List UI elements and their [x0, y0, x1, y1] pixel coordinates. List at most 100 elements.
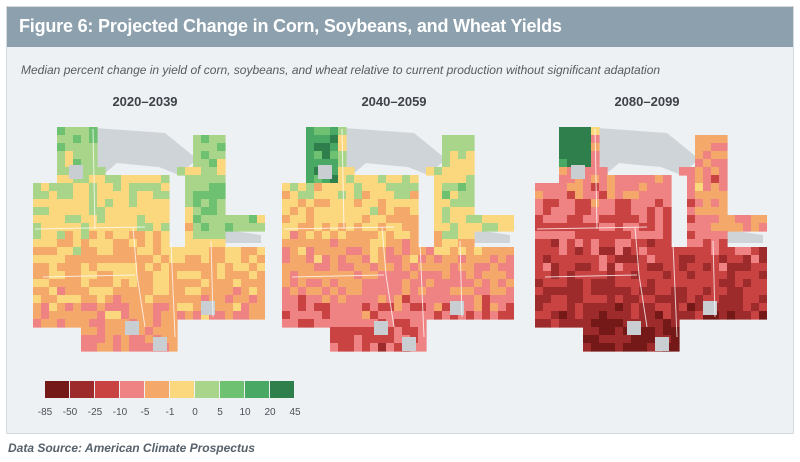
yield-cells	[535, 127, 767, 352]
yield-cell	[450, 183, 459, 192]
yield-cell	[450, 287, 459, 296]
yield-cell	[575, 271, 584, 280]
yield-cell	[41, 183, 50, 192]
yield-cell	[41, 319, 50, 328]
yield-cell	[145, 191, 154, 200]
yield-cell	[177, 255, 186, 264]
yield-cell	[298, 247, 307, 256]
yield-cell	[306, 319, 315, 328]
yield-cell	[559, 151, 568, 160]
yield-cell	[362, 199, 371, 208]
yield-cell	[57, 215, 66, 224]
yield-cell	[89, 279, 98, 288]
yield-cell	[370, 335, 379, 344]
yield-cell	[498, 263, 507, 272]
yield-cell	[647, 303, 656, 312]
yield-cell	[482, 255, 491, 264]
yield-cell	[631, 239, 640, 248]
yield-cell	[434, 255, 443, 264]
yield-cell	[73, 215, 82, 224]
yield-cell	[89, 239, 98, 248]
yield-cell	[727, 271, 736, 280]
yield-cell	[370, 287, 379, 296]
yield-cell	[338, 335, 347, 344]
yield-cell	[591, 199, 600, 208]
yield-cell	[145, 215, 154, 224]
yield-cell	[498, 295, 507, 304]
yield-cell	[623, 279, 632, 288]
yield-cell	[490, 303, 499, 312]
yield-cell	[346, 231, 355, 240]
yield-cell	[591, 319, 600, 328]
yield-cell	[655, 199, 664, 208]
yield-cell	[193, 135, 202, 144]
yield-cell	[599, 231, 608, 240]
yield-cell	[169, 327, 178, 336]
yield-cell	[727, 223, 736, 232]
yield-cell	[647, 239, 656, 248]
yield-cell	[498, 247, 507, 256]
yield-cell	[322, 207, 331, 216]
yield-cell	[607, 191, 616, 200]
yield-cell	[57, 223, 66, 232]
yield-cell	[402, 175, 411, 184]
yield-cell	[559, 127, 568, 136]
yield-cell	[450, 223, 459, 232]
yield-cell	[719, 175, 728, 184]
yield-cell	[57, 135, 66, 144]
yield-cell	[81, 127, 90, 136]
yield-cell	[57, 183, 66, 192]
yield-cell	[583, 183, 592, 192]
yield-cell	[330, 287, 339, 296]
yield-cell	[394, 215, 403, 224]
yield-cell	[679, 263, 688, 272]
yield-cell	[719, 223, 728, 232]
yield-cell	[65, 263, 74, 272]
yield-cell	[442, 311, 451, 320]
yield-cell	[719, 183, 728, 192]
yield-cell	[687, 223, 696, 232]
yield-cell	[394, 207, 403, 216]
yield-cell	[217, 151, 226, 160]
yield-cell	[663, 223, 672, 232]
yield-cell	[225, 271, 234, 280]
yield-cell	[137, 279, 146, 288]
yield-cell	[241, 215, 250, 224]
yield-cell	[49, 239, 58, 248]
yield-cell	[65, 215, 74, 224]
yield-cell	[458, 287, 467, 296]
yield-cell	[591, 207, 600, 216]
yield-cell	[105, 231, 114, 240]
yield-cell	[81, 279, 90, 288]
yield-cell	[185, 215, 194, 224]
yield-cell	[137, 287, 146, 296]
yield-cell	[607, 263, 616, 272]
yield-cell	[458, 231, 467, 240]
yield-cell	[639, 263, 648, 272]
yield-cell	[81, 327, 90, 336]
yield-cell	[535, 239, 544, 248]
yield-cell	[567, 263, 576, 272]
yield-cell	[113, 295, 122, 304]
yield-cell	[410, 303, 419, 312]
yield-cell	[161, 327, 170, 336]
yield-cell	[65, 159, 74, 168]
yield-cell	[314, 175, 323, 184]
yield-cell	[73, 303, 82, 312]
yield-cell	[33, 191, 42, 200]
yield-cell	[185, 223, 194, 232]
yield-cell	[655, 215, 664, 224]
yield-cell	[442, 151, 451, 160]
yield-cell	[314, 127, 323, 136]
map-2020-2039	[25, 117, 265, 367]
yield-cell	[743, 311, 752, 320]
yield-cell	[727, 295, 736, 304]
yield-cell	[615, 215, 624, 224]
yield-cell	[97, 183, 106, 192]
yield-cell	[105, 199, 114, 208]
yield-cell	[370, 311, 379, 320]
yield-cell	[370, 183, 379, 192]
yield-cell	[663, 175, 672, 184]
yield-cell	[466, 199, 475, 208]
great-lakes	[583, 127, 699, 175]
